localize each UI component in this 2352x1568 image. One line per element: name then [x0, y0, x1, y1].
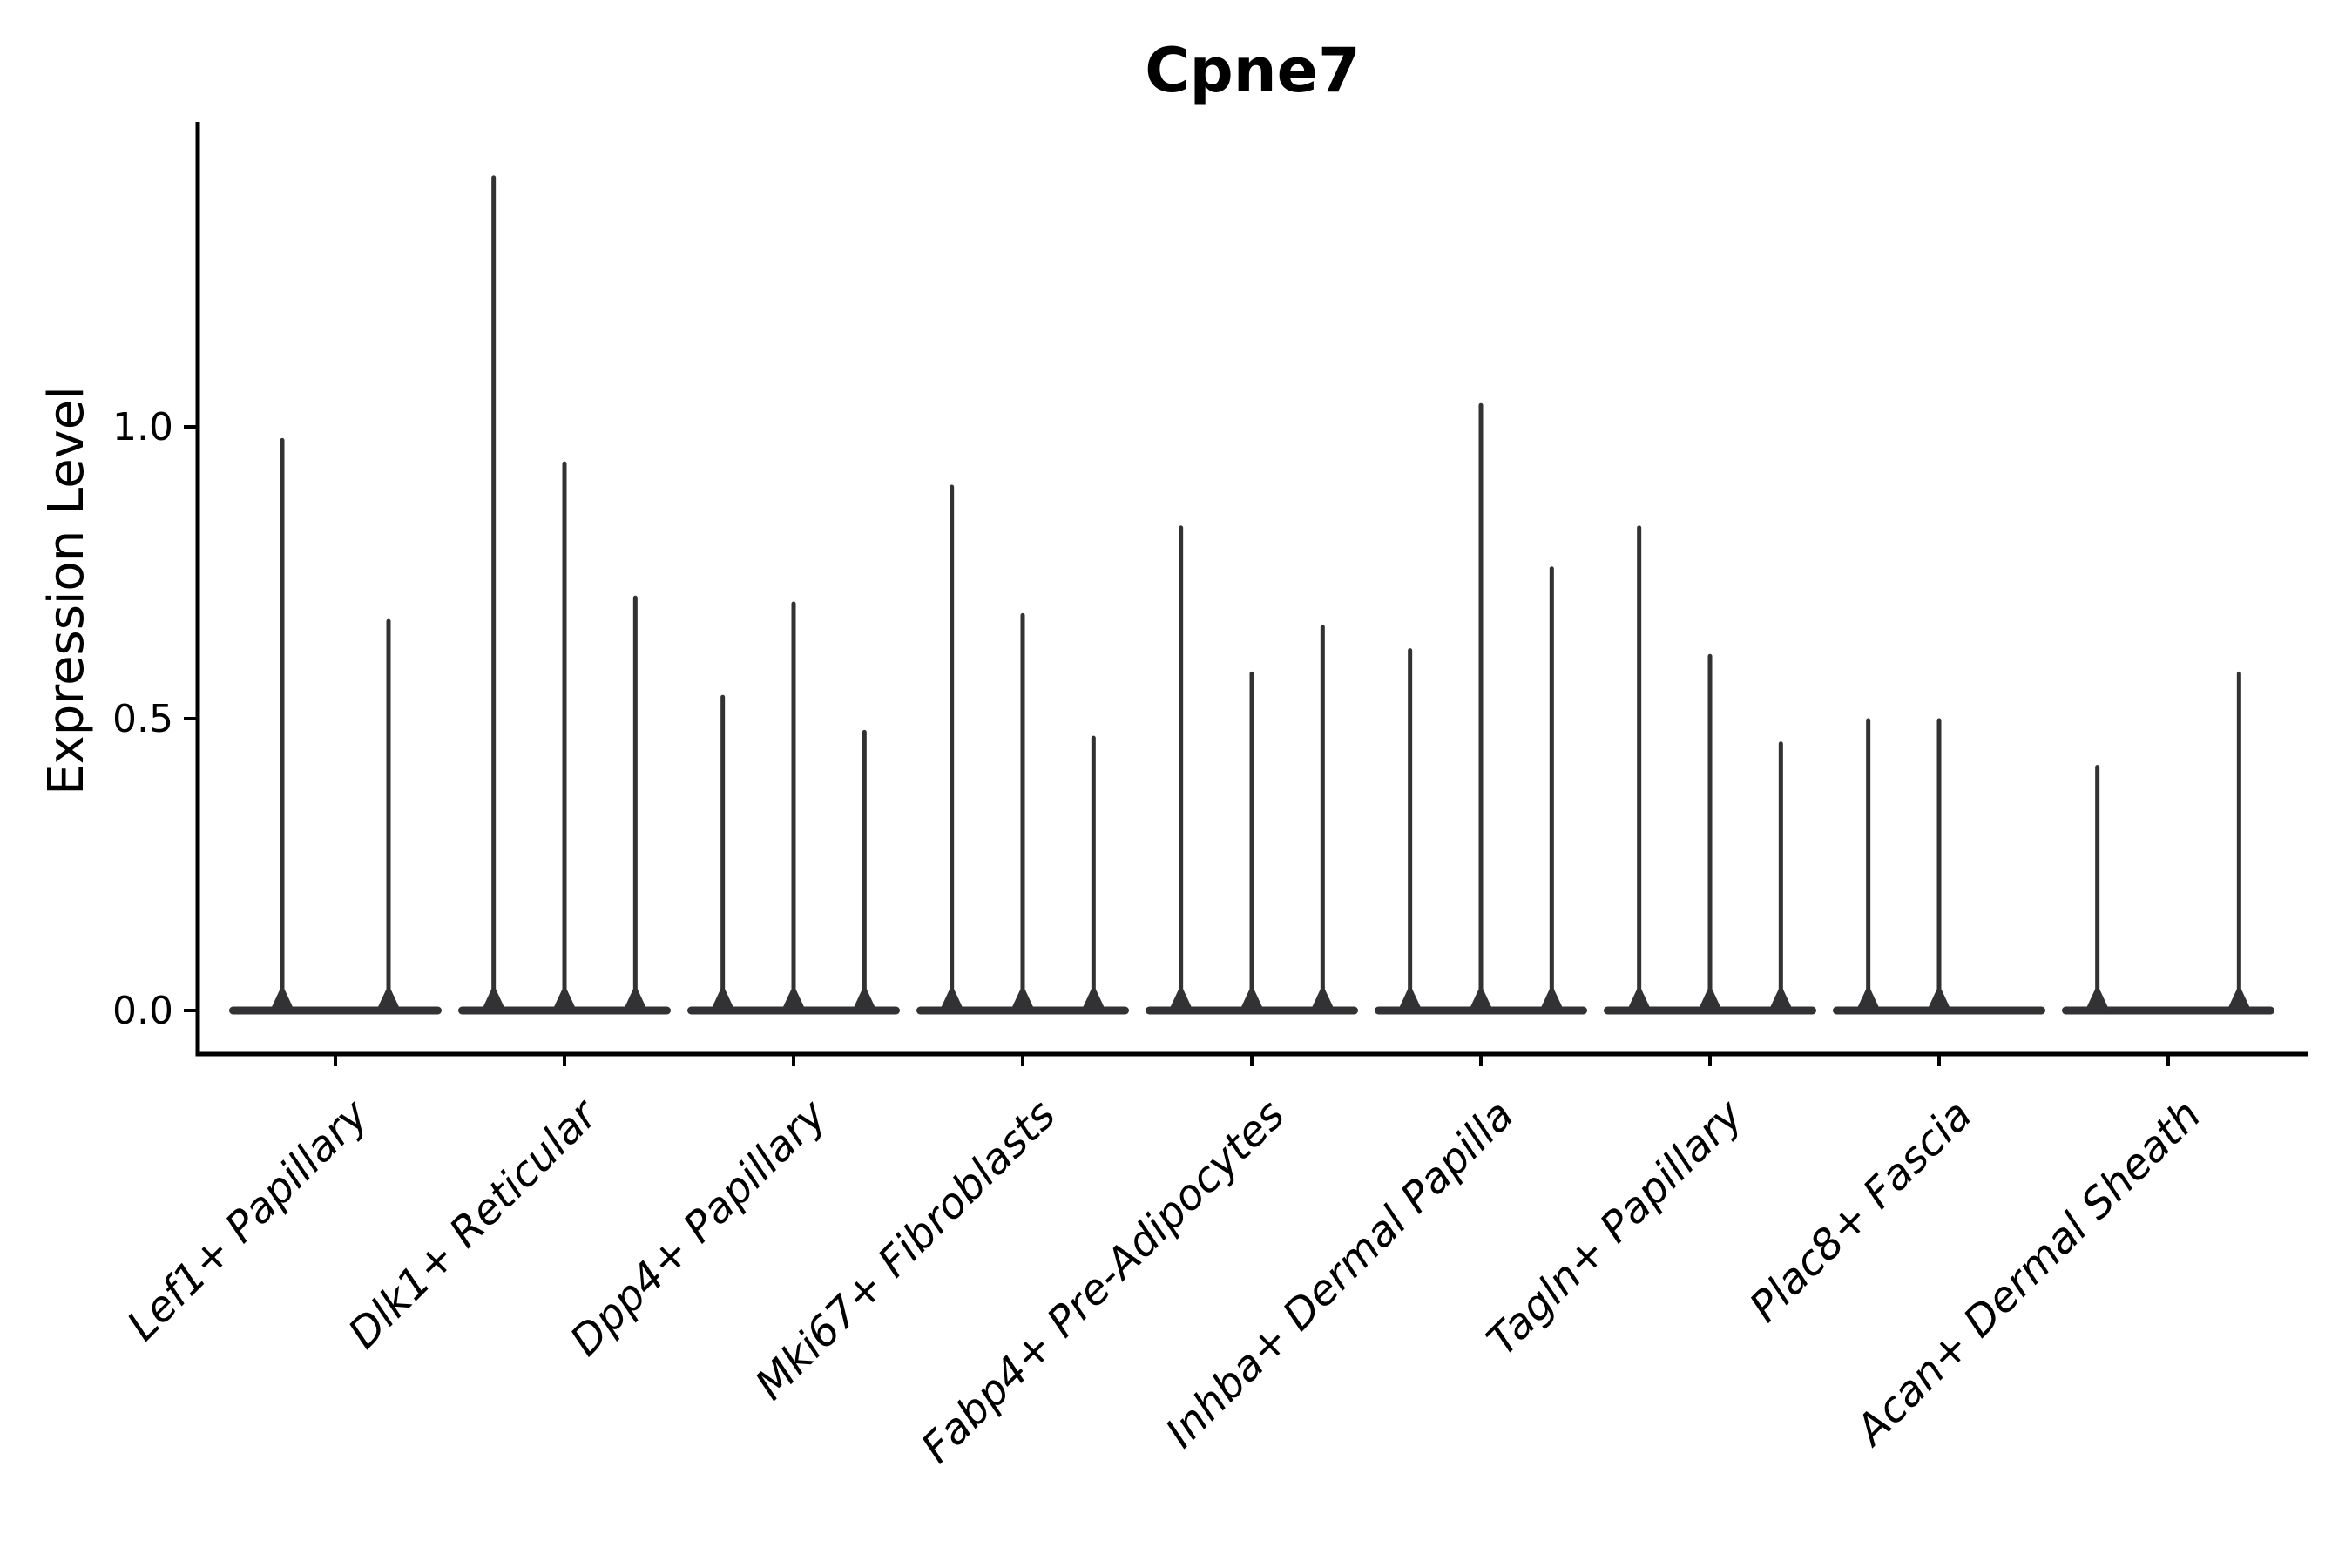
x-tick-label: Dpp4+ Papillary — [561, 1090, 836, 1365]
x-tick-label: Fabp4+ Pre-Adipocytes — [912, 1091, 1294, 1473]
violin-group — [2062, 671, 2274, 1015]
violin-group — [1604, 525, 1816, 1015]
violin-base — [229, 1006, 442, 1015]
x-tick-label: Plac8+ Fascia — [1740, 1091, 1982, 1332]
y-tick-label: 0.0 — [112, 989, 173, 1033]
violin-base — [2062, 1006, 2274, 1015]
violin-group — [458, 175, 671, 1015]
violin-group — [1833, 718, 2045, 1015]
violin-group — [916, 484, 1129, 1015]
y-axis-label: Expression Level — [38, 386, 95, 795]
chart-title: Cpne7 — [1145, 35, 1361, 106]
violins-layer — [229, 175, 2274, 1015]
y-tick-label: 1.0 — [112, 405, 173, 449]
x-tick-label: Lef1+ Papillary — [118, 1090, 378, 1350]
violin-group — [229, 437, 442, 1015]
x-tick-label: Tagln+ Papillary — [1477, 1090, 1753, 1365]
y-tick-label: 0.5 — [112, 697, 173, 741]
violin-group — [687, 601, 900, 1015]
x-tick-label: Dlk1+ Reticular — [339, 1089, 609, 1359]
violin-group — [1375, 402, 1587, 1015]
violin-group — [1146, 525, 1358, 1015]
